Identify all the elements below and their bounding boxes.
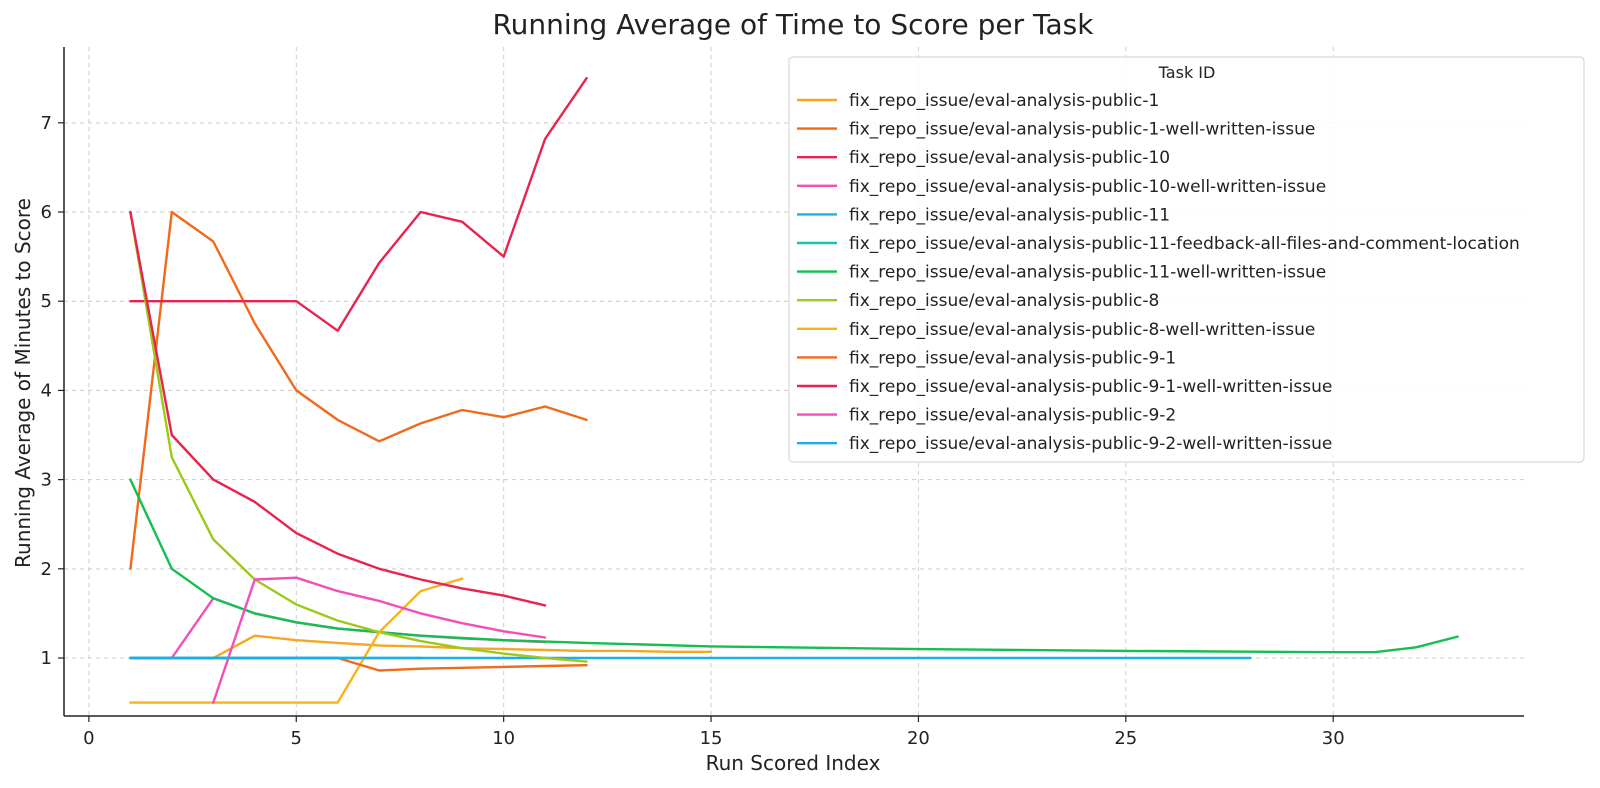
x-tick-label: 15 (700, 728, 723, 749)
legend-label-4: fix_repo_issue/eval-analysis-public-10-w… (849, 177, 1326, 197)
legend-label-6: fix_repo_issue/eval-analysis-public-11-f… (849, 234, 1520, 254)
legend-label-5: fix_repo_issue/eval-analysis-public-11 (849, 205, 1170, 225)
series-line-3 (129, 76, 588, 332)
legend-label-11: fix_repo_issue/eval-analysis-public-9-1-… (849, 377, 1332, 397)
legend-entries: fix_repo_issue/eval-analysis-public-1fix… (797, 91, 1520, 454)
series-line-11 (129, 210, 547, 607)
y-tick-label: 3 (41, 470, 52, 491)
legend-label-7: fix_repo_issue/eval-analysis-public-11-w… (849, 263, 1326, 283)
legend-label-9: fix_repo_issue/eval-analysis-public-8-we… (849, 320, 1315, 340)
legend-label-12: fix_repo_issue/eval-analysis-public-9-2 (849, 406, 1176, 426)
legend-label-2: fix_repo_issue/eval-analysis-public-1-we… (849, 120, 1315, 140)
series-line-9 (129, 577, 464, 704)
y-tick-label: 1 (41, 648, 52, 669)
chart-title: Running Average of Time to Score per Tas… (492, 8, 1094, 41)
y-tick-label: 4 (41, 380, 52, 401)
x-tick-label: 10 (492, 728, 515, 749)
series-line-2 (129, 210, 588, 570)
legend-label-3: fix_repo_issue/eval-analysis-public-10 (849, 148, 1170, 168)
y-tick-label: 7 (41, 113, 52, 134)
legend-label-13: fix_repo_issue/eval-analysis-public-9-2-… (849, 434, 1332, 454)
legend-title: Task ID (1158, 63, 1216, 82)
legend: Task ID fix_repo_issue/eval-analysis-pub… (788, 56, 1585, 463)
legend-label-10: fix_repo_issue/eval-analysis-public-9-1 (849, 348, 1176, 368)
series-lines (129, 76, 1459, 704)
series-line-12 (212, 576, 547, 704)
x-tick-label: 25 (1114, 728, 1137, 749)
series-line-8 (129, 210, 588, 663)
x-tick-label: 5 (291, 728, 302, 749)
series-line-10 (336, 656, 588, 672)
legend-label-8: fix_repo_issue/eval-analysis-public-8 (849, 291, 1159, 311)
x-ticks: 0 5 10 15 20 25 30 (83, 716, 1345, 749)
legend-label-1: fix_repo_issue/eval-analysis-public-1 (849, 91, 1159, 111)
series-line-7 (129, 478, 1459, 654)
y-tick-label: 2 (41, 559, 52, 580)
y-axis-label: Running Average of Minutes to Score (11, 198, 35, 568)
y-tick-label: 6 (41, 202, 52, 223)
x-tick-label: 30 (1322, 728, 1345, 749)
x-tick-label: 0 (83, 728, 94, 749)
x-axis-label: Run Scored Index (706, 751, 881, 775)
series-line-1 (129, 634, 713, 660)
y-ticks: 1 2 3 4 5 6 7 (41, 113, 64, 669)
axes (63, 47, 1524, 717)
x-tick-label: 20 (907, 728, 930, 749)
legend-box (788, 56, 1585, 463)
y-tick-label: 5 (41, 291, 52, 312)
